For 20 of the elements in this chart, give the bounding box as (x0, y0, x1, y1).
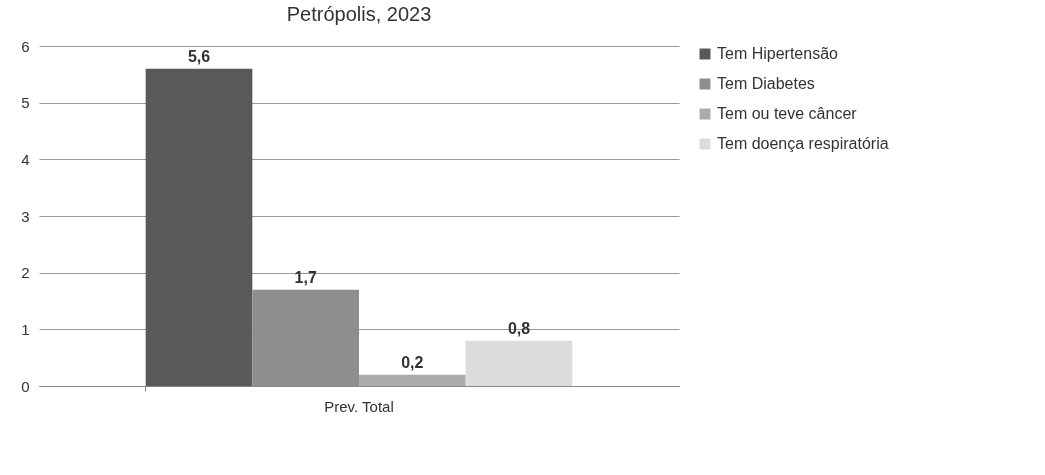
bar (145, 68, 253, 386)
y-tick-label: 3 (21, 207, 30, 225)
chart-title: Petrópolis, 2023 (286, 3, 432, 25)
legend-label: Tem doença respiratória (717, 135, 889, 152)
y-tick-label: 6 (21, 37, 30, 55)
x-tick-label: Prev. Total (324, 397, 394, 415)
y-tick-label: 4 (21, 150, 30, 168)
y-tick-label: 1 (21, 320, 30, 338)
bar (465, 340, 573, 386)
legend-label: Tem Diabetes (717, 75, 815, 92)
bar (359, 374, 466, 386)
y-tick-label: 0 (21, 377, 30, 395)
y-tick-label: 5 (21, 94, 30, 112)
data-label: 5,6 (187, 47, 211, 65)
legend-label: Tem Hipertensão (717, 45, 839, 62)
data-label: 0,2 (401, 353, 424, 371)
data-label: 1,7 (294, 268, 317, 286)
data-label: 0,8 (507, 319, 531, 337)
y-tick-label: 2 (21, 264, 30, 282)
legend-label: Tem ou teve câncer (717, 105, 858, 122)
